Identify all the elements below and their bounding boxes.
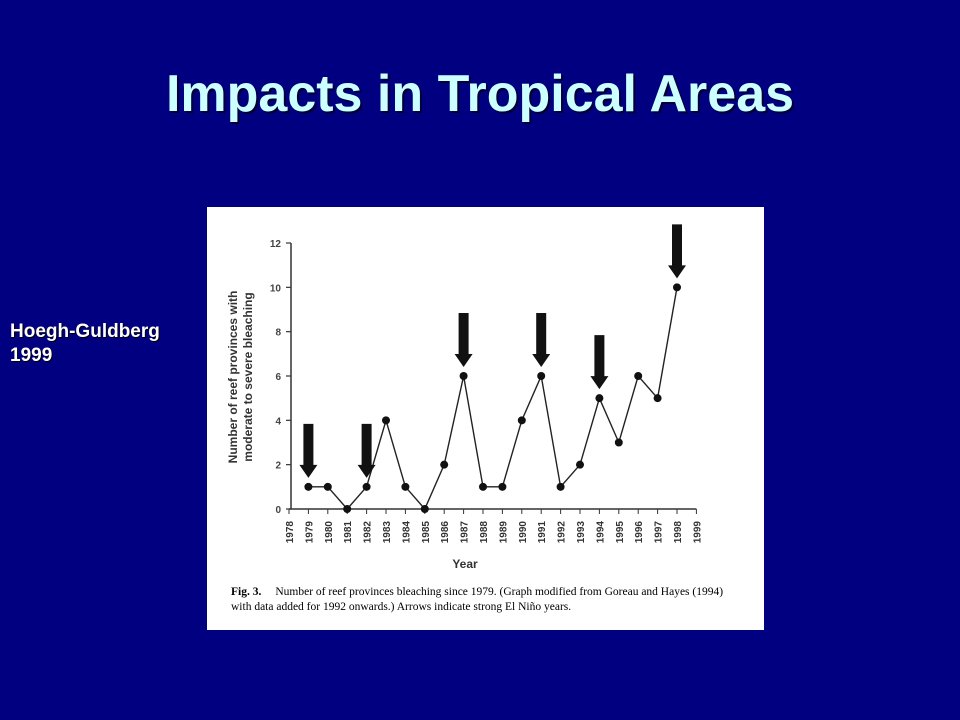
attribution-author: Hoegh-Guldberg: [10, 321, 160, 342]
data-point: [634, 372, 643, 380]
x-tick-label: 1979: [304, 521, 315, 544]
data-point: [440, 460, 449, 469]
x-tick-label: 1978: [285, 521, 296, 544]
caption-text: Number of reef provinces bleaching since…: [231, 586, 724, 613]
data-point: [576, 460, 584, 469]
el-nino-arrow: [454, 313, 473, 367]
x-tick-label: 1987: [460, 521, 471, 544]
x-tick-label: 1985: [421, 521, 432, 544]
y-tick-label: 10: [270, 283, 282, 294]
x-tick-label: 1986: [440, 521, 451, 544]
el-nino-arrow: [590, 335, 609, 390]
data-point: [401, 482, 410, 491]
y-axis-title-line1: Number of reef provinces with: [226, 291, 240, 464]
data-point: [498, 482, 507, 491]
data-point: [537, 372, 546, 380]
x-tick-label: 1996: [634, 521, 645, 544]
data-point: [653, 394, 662, 403]
data-point: [343, 505, 352, 513]
y-axis-title-line2: moderate to severe bleaching: [241, 292, 255, 461]
attribution-year: 1999: [10, 345, 53, 366]
y-tick-label: 6: [275, 372, 281, 383]
figure-panel: 0 2 4 6 8 10 12 1978 1979 1980 1981 1982 1983 1984 198…: [207, 207, 764, 630]
data-point: [420, 505, 429, 513]
data-point: [517, 416, 526, 425]
y-tick-label: 0: [275, 505, 281, 516]
y-tick-label: 8: [275, 328, 281, 339]
data-point: [556, 482, 565, 491]
y-tick-label: 4: [275, 416, 281, 427]
x-tick-label: 1982: [363, 521, 374, 544]
x-tick-label: 1981: [343, 521, 354, 544]
x-tick-label: 1997: [654, 521, 665, 544]
data-point: [459, 372, 468, 380]
attribution-label: Hoegh-Guldberg 1999: [10, 320, 160, 368]
x-tick-label: 1995: [615, 521, 626, 544]
x-tick-label: 1983: [382, 521, 393, 544]
el-nino-arrow: [357, 423, 376, 478]
x-tick-label: 1998: [673, 521, 684, 544]
x-tick-label: 1990: [518, 521, 529, 544]
x-tick-label: 1988: [479, 521, 490, 544]
data-point: [614, 438, 623, 447]
x-tick-label: 1980: [324, 521, 335, 544]
data-point: [304, 482, 313, 491]
x-tick-label: 1984: [401, 521, 412, 544]
data-point: [382, 416, 390, 425]
data-point: [673, 283, 681, 292]
x-tick-label: 1993: [576, 521, 587, 544]
x-tick-label: 1994: [595, 521, 606, 544]
data-point: [479, 482, 487, 491]
el-nino-arrow: [299, 423, 318, 478]
el-nino-arrow: [532, 313, 551, 367]
bleaching-chart: 0 2 4 6 8 10 12 1978 1979 1980 1981 1982 1983 1984 198…: [226, 224, 703, 571]
x-tick-label: 1992: [557, 521, 568, 544]
x-axis-title: Year: [452, 557, 478, 571]
figure-caption: Fig. 3. Number of reef provinces bleachin…: [231, 585, 746, 615]
data-point: [362, 482, 371, 491]
y-tick-label: 12: [270, 239, 282, 250]
slide-title: Impacts in Tropical Areas: [165, 65, 795, 123]
data-point: [323, 482, 332, 491]
el-nino-arrow: [668, 224, 686, 279]
x-tick-label: 1991: [537, 521, 548, 544]
data-point: [595, 394, 604, 403]
y-tick-label: 2: [275, 461, 281, 472]
caption-label: Fig. 3.: [231, 586, 262, 598]
series-line: [308, 287, 678, 511]
x-tick-label: 1999: [692, 521, 703, 544]
x-tick-label: 1989: [498, 521, 509, 544]
